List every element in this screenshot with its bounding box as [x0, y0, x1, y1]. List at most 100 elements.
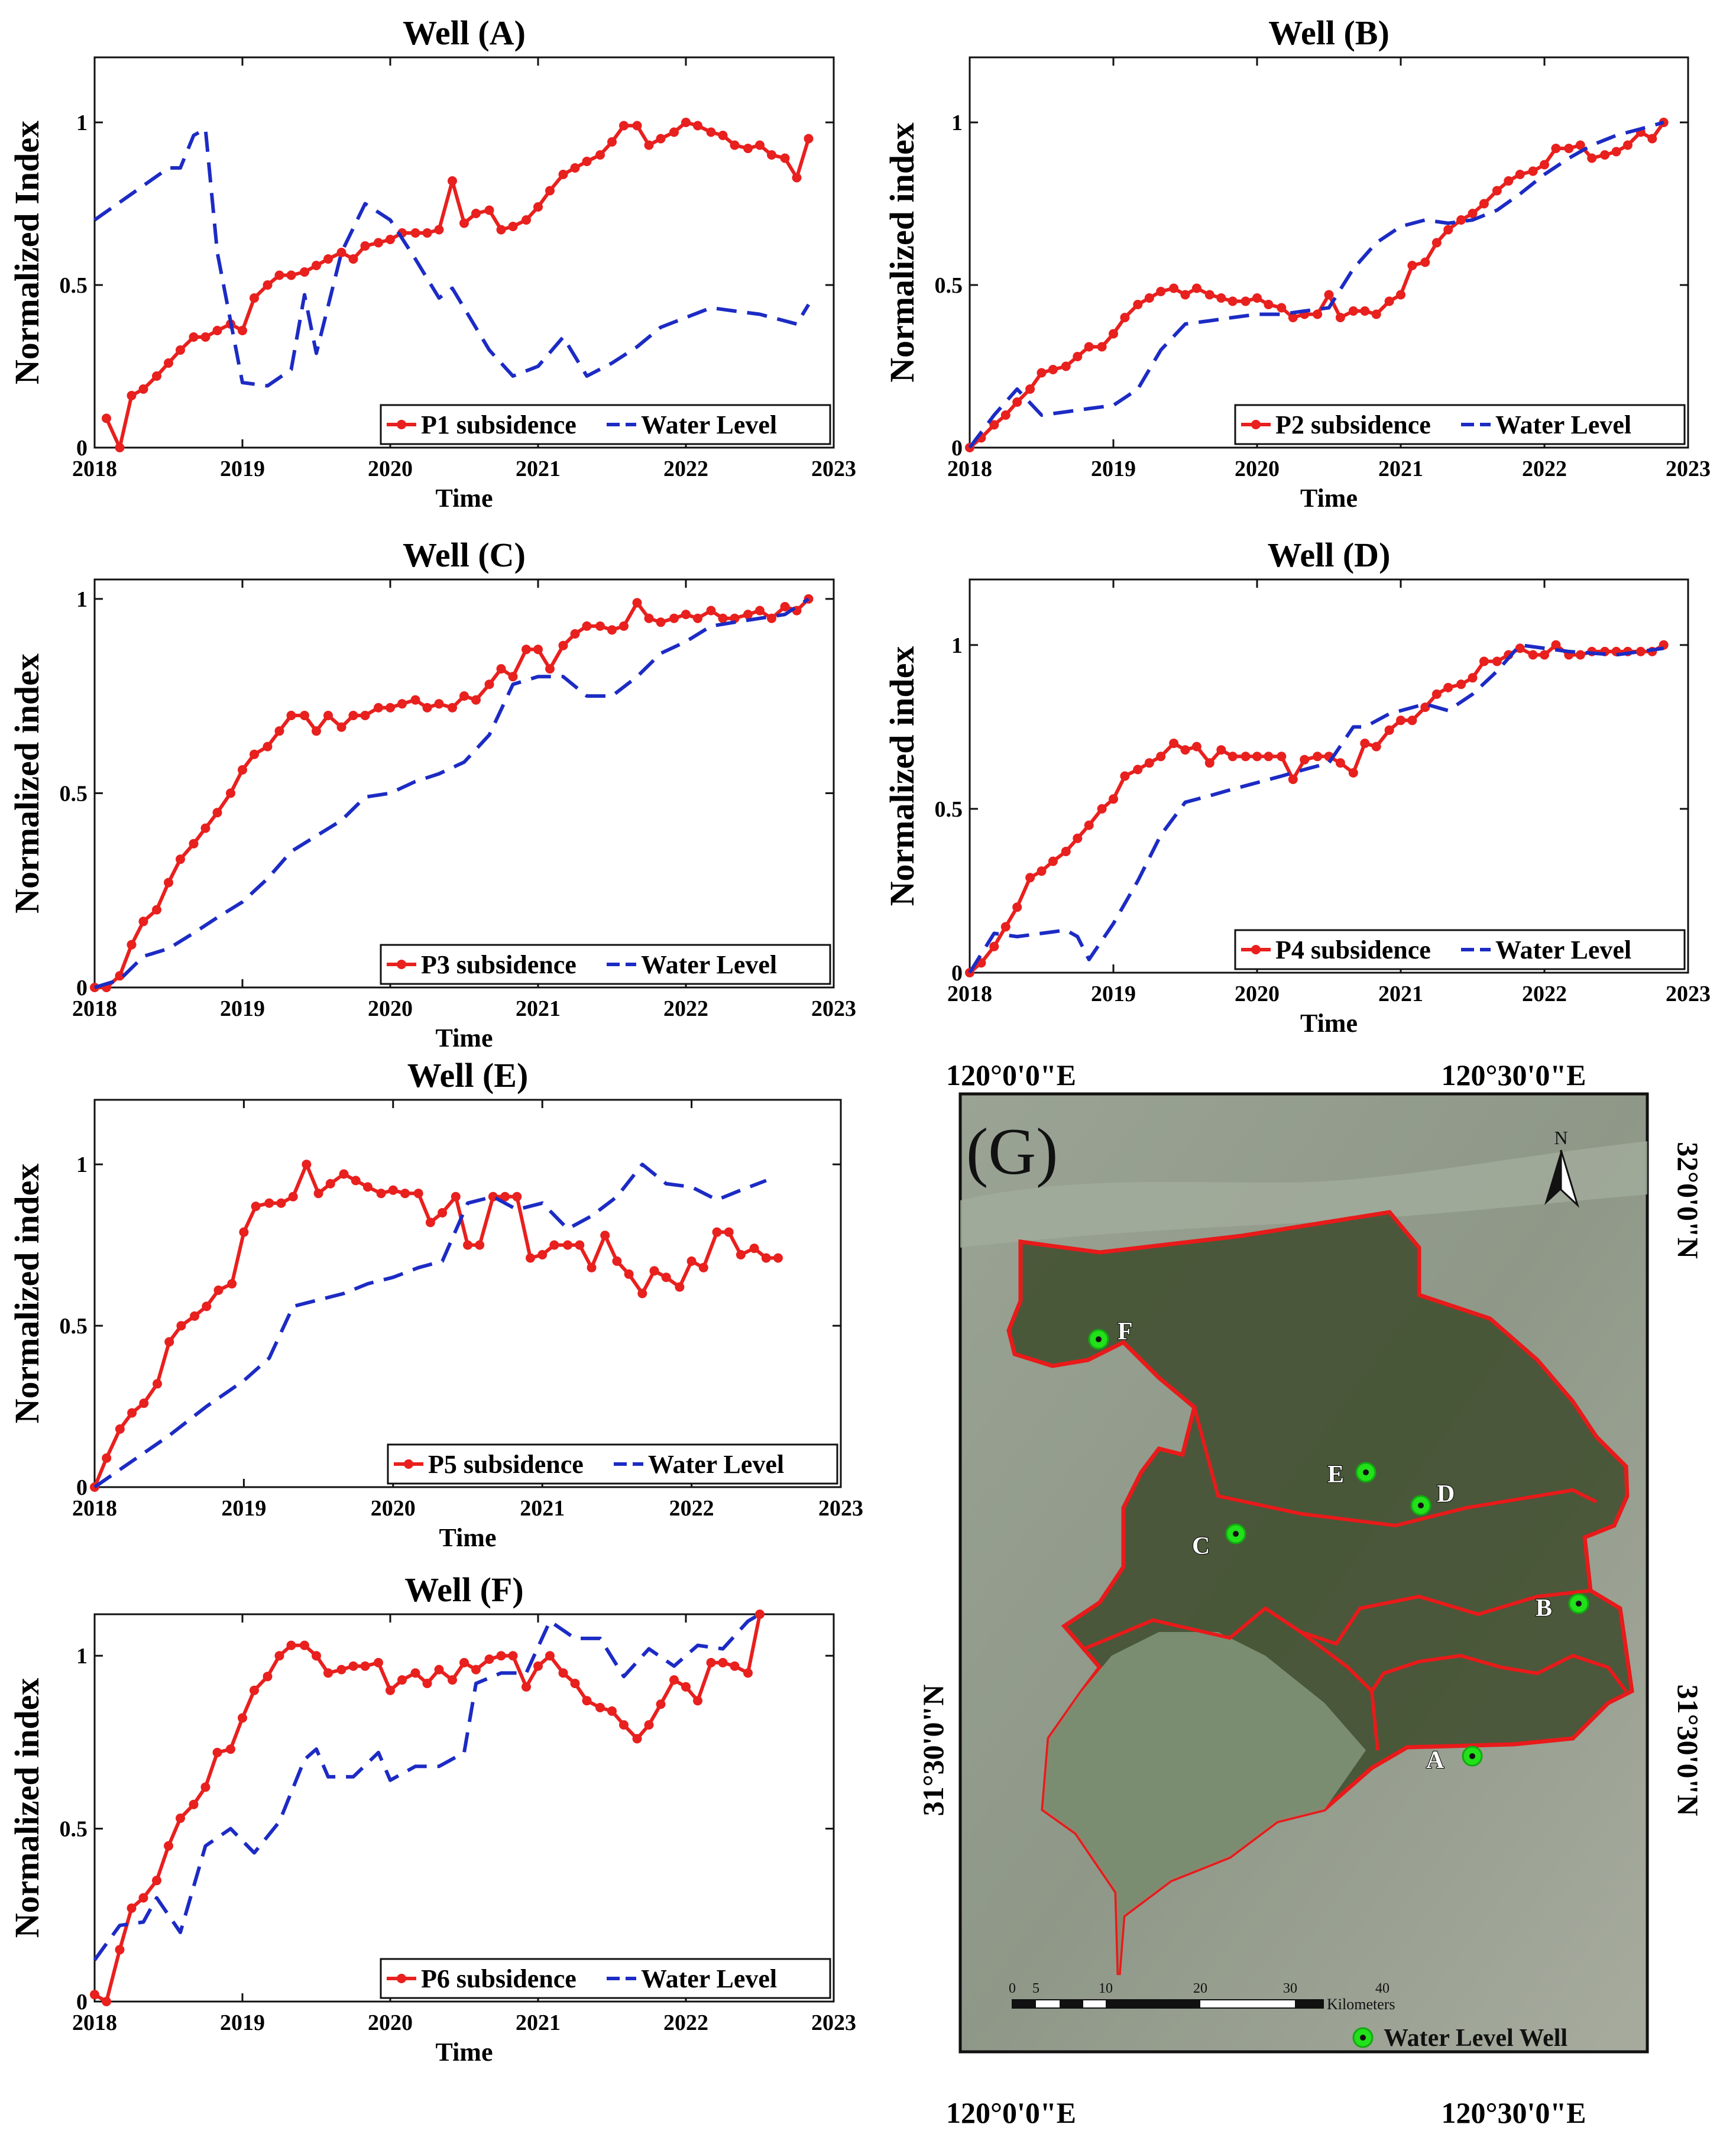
chart-4: Well (D) 2018 2019 2020 2021 2022 2023 0 0.5 1 Tim… [883, 536, 1711, 1038]
plot-area [969, 578, 1689, 974]
subsidence-point [200, 332, 210, 342]
subsidence-point [718, 613, 728, 623]
subsidence-point [1504, 176, 1514, 186]
subsidence-point [706, 1657, 716, 1667]
subsidence-point [448, 702, 457, 713]
subsidence-point [724, 1227, 734, 1237]
chart-title: Well (D) [1268, 536, 1391, 574]
y-tick-label: 0.5 [60, 273, 88, 298]
y-tick-label: 0.5 [935, 797, 963, 822]
subsidence-point [780, 602, 790, 611]
district-boundary [1300, 1630, 1379, 1751]
legend-subsidence-marker [397, 1974, 406, 1983]
subsidence-point [656, 134, 666, 144]
subsidence-point [512, 1191, 522, 1202]
legend-water-level-label: Water Level [641, 1964, 777, 1993]
subsidence-point [1540, 650, 1549, 660]
district-boundary [1370, 1653, 1628, 1692]
subsidence-point [1109, 329, 1118, 339]
lat-label-right: 32°0'0"N [1672, 1142, 1705, 1259]
subsidence-point [1468, 673, 1478, 683]
subsidence-point [336, 1665, 346, 1675]
x-tick-label: 2018 [72, 996, 117, 1021]
subsidence-point [1468, 209, 1478, 218]
subsidence-point [239, 1227, 249, 1237]
subsidence-point [1084, 820, 1094, 830]
scale-tick: 0 [1009, 1981, 1016, 1996]
subsidence-point [533, 202, 543, 212]
subsidence-point [1371, 741, 1381, 752]
subsidence-point [1384, 725, 1394, 735]
subsidence-point [644, 613, 654, 623]
y-tick-label: 1 [76, 111, 88, 135]
subsidence-point [767, 613, 776, 623]
legend-subsidence-label: P1 subsidence [421, 410, 576, 439]
lat-label-left: 31°30'0"N [916, 1685, 950, 1816]
x-tick-label: 2018 [947, 982, 992, 1006]
subsidence-point [312, 261, 321, 270]
x-axis-label: Time [436, 1024, 493, 1053]
x-tick-label: 2020 [371, 1496, 416, 1521]
subsidence-point [164, 1841, 173, 1851]
subsidence-point [152, 905, 161, 915]
scale-tick: 5 [1032, 1981, 1039, 1996]
subsidence-point [1622, 140, 1633, 150]
north-arrow-icon [1544, 1149, 1580, 1208]
subsidence-point [649, 1266, 659, 1276]
subsidence-point [312, 1651, 321, 1661]
subsidence-point [661, 1272, 671, 1283]
x-axis-label: Time [436, 484, 493, 513]
subsidence-point [153, 1379, 162, 1389]
y-tick-label: 1 [76, 1644, 88, 1669]
x-tick-label: 2021 [1378, 982, 1423, 1006]
subsidence-point [730, 613, 740, 623]
chart-title: Well (F) [404, 1570, 523, 1609]
chart-1: Well (A) 2018 2019 2020 2021 2022 2023 0 0.5 1 Tim… [8, 14, 856, 513]
subsidence-point [190, 1311, 200, 1321]
subsidence-point [360, 241, 370, 251]
subsidence-point [582, 621, 592, 631]
subsidence-point [263, 1672, 273, 1682]
subsidence-point [669, 613, 679, 623]
x-tick-label: 2021 [516, 996, 561, 1021]
water-level-line [93, 127, 811, 388]
subsidence-point [1012, 397, 1022, 407]
subsidence-point [434, 225, 444, 235]
subsidence-point [1227, 752, 1238, 762]
subsidence-point [587, 1262, 597, 1272]
x-tick-label: 2022 [669, 1496, 714, 1521]
subsidence-point [397, 1675, 407, 1685]
subsidence-point [251, 1202, 261, 1212]
well-label: C [1192, 1533, 1210, 1560]
subsidence-point [644, 1720, 654, 1730]
x-tick-label: 2020 [368, 2010, 413, 2035]
subsidence-point [755, 605, 765, 616]
subsidence-point [607, 1706, 617, 1716]
subsidence-point [376, 1189, 386, 1199]
subsidence-point [1456, 215, 1466, 225]
subsidence-point [1551, 144, 1561, 153]
subsidence-point [312, 726, 321, 736]
subsidence-point [263, 280, 273, 290]
subsidence-point [1515, 170, 1525, 179]
subsidence-point [212, 326, 222, 335]
x-tick-label: 2023 [811, 996, 856, 1021]
subsidence-point [570, 163, 580, 173]
well-marker [1088, 1329, 1109, 1350]
subsidence-point [1156, 287, 1166, 296]
subsidence-point [1396, 290, 1405, 300]
lon-label-top: 120°0'0"E [946, 1058, 1076, 1092]
subsidence-point [1252, 293, 1262, 303]
well-label: D [1437, 1481, 1455, 1508]
x-tick-label: 2023 [811, 2010, 856, 2035]
x-tick-label: 2022 [663, 996, 708, 1021]
subsidence-point [1144, 758, 1154, 768]
subsidence-point [1120, 771, 1130, 781]
lat-label-right: 31°30'0"N [1672, 1685, 1705, 1816]
subsidence-point [989, 941, 999, 951]
subsidence-point [300, 1640, 309, 1650]
subsidence-point [1204, 290, 1214, 300]
x-tick-label: 2020 [1235, 982, 1280, 1006]
subsidence-point [348, 254, 358, 264]
